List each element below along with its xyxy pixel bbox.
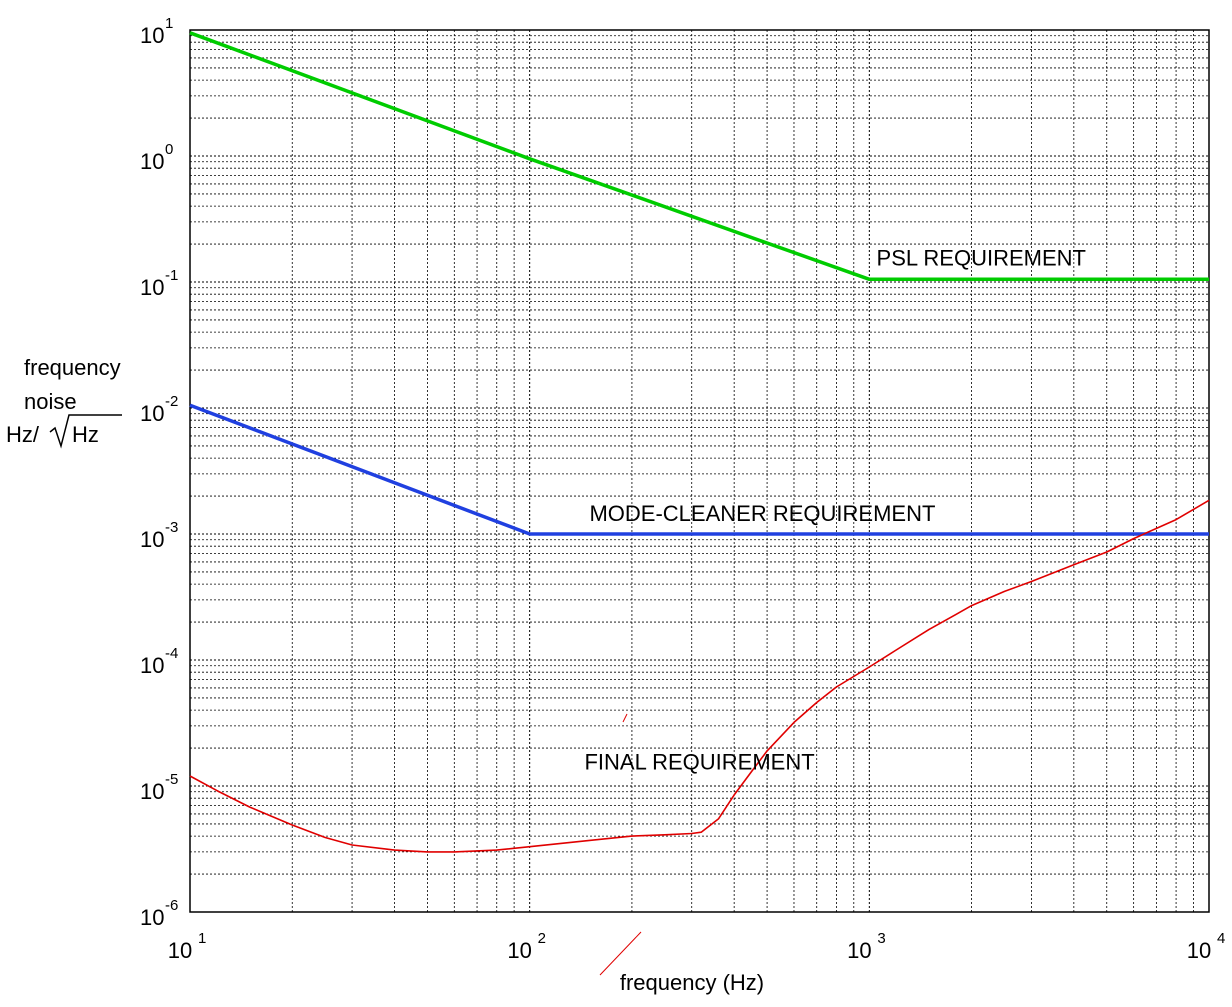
- x-tick-label: 10: [1187, 938, 1211, 963]
- x-axis-label: frequency (Hz): [620, 970, 764, 995]
- y-tick-label: 10: [140, 149, 164, 174]
- series-layer: [189, 31, 1210, 976]
- y-tick-exponent: -1: [165, 267, 178, 284]
- series-annotation: FINAL REQUIREMENT: [584, 750, 814, 775]
- psl-requirement-line: [189, 31, 1209, 282]
- y-axis-label: frequency noise Hz/ Hz: [6, 355, 122, 449]
- y-tick-exponent: 1: [165, 15, 173, 32]
- y-tick-label: 10: [140, 779, 164, 804]
- y-tick-label: 10: [140, 905, 164, 930]
- x-tick-exponent: 4: [1217, 930, 1225, 947]
- y-axis-label-line-2: noise: [24, 389, 77, 414]
- x-tick-exponent: 3: [877, 930, 885, 947]
- y-tick-exponent: -3: [165, 519, 178, 536]
- x-tick-labels: 10 1 10 2 10 3 10 4: [168, 930, 1226, 963]
- y-tick-label: 10: [140, 23, 164, 48]
- y-axis-label-sqrt-hz: Hz: [72, 422, 99, 447]
- series-annotation: MODE-CLEANER REQUIREMENT: [589, 501, 935, 526]
- y-tick-exponent: 0: [165, 141, 173, 158]
- stray-mark: [599, 931, 642, 976]
- y-tick-exponent: -4: [165, 645, 178, 662]
- x-tick-exponent: 2: [538, 930, 546, 947]
- y-tick-label: 10: [140, 275, 164, 300]
- y-tick-exponent: -5: [165, 771, 178, 788]
- major-gridlines: [190, 30, 1209, 912]
- x-tick-label: 10: [168, 938, 192, 963]
- y-tick-label: 10: [140, 527, 164, 552]
- x-tick-label: 10: [847, 938, 871, 963]
- stray-mark: [622, 713, 628, 723]
- final-requirement-line: [189, 499, 1210, 853]
- series-annotation: PSL REQUIREMENT: [877, 246, 1086, 271]
- sqrt-radical-icon: [49, 414, 122, 449]
- annotation-layer: PSL REQUIREMENT MODE-CLEANER REQUIREMENT F…: [584, 246, 1086, 775]
- y-axis-label-line-1: frequency: [24, 355, 121, 380]
- y-axis-label-line-3: Hz/: [6, 422, 40, 447]
- y-tick-exponent: -6: [165, 897, 178, 914]
- y-tick-label: 10: [140, 401, 164, 426]
- plot-frame: [189, 29, 1210, 913]
- mode-cleaner-requirement-line: [189, 403, 1209, 536]
- x-tick-label: 10: [507, 938, 531, 963]
- y-tick-label: 10: [140, 653, 164, 678]
- minor-gridlines: [190, 30, 1209, 912]
- x-tick-exponent: 1: [198, 930, 206, 947]
- y-tick-exponent: -2: [165, 393, 178, 410]
